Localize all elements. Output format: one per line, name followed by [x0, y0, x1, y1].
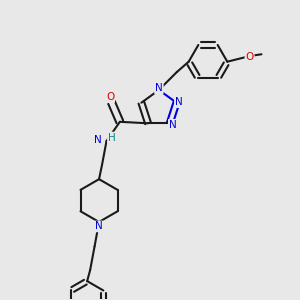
- Text: N: N: [94, 135, 102, 145]
- Text: N: N: [155, 83, 163, 93]
- Text: O: O: [245, 52, 254, 61]
- Text: N: N: [175, 97, 183, 107]
- Text: O: O: [106, 92, 114, 102]
- Text: N: N: [169, 120, 177, 130]
- Text: N: N: [95, 221, 103, 231]
- Text: H: H: [108, 133, 116, 142]
